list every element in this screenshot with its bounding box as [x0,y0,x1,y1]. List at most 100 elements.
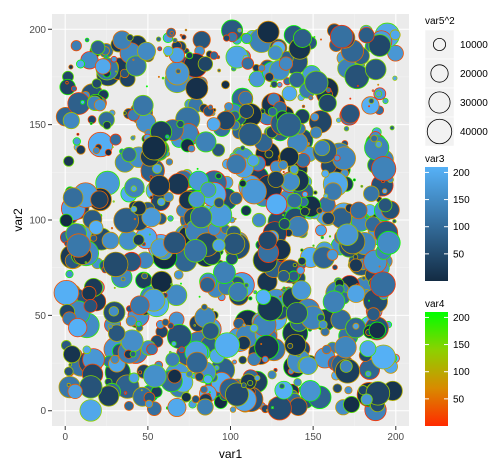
bubble-481 [237,27,243,33]
x-axis-title: var1 [219,447,243,461]
bubble-756 [322,290,346,313]
bubble-320 [161,76,165,80]
bubble-805 [260,342,263,345]
bubble-965 [240,382,247,389]
outline-colorbar-label-1: 100 [453,367,470,378]
bubble-940 [62,112,80,130]
bubble-587 [123,111,127,115]
bubble-857 [296,266,305,275]
bubble-687 [228,282,248,302]
bubble-547 [232,359,237,365]
bubble-255 [361,96,380,115]
bubble-843 [343,396,360,413]
bubble-772 [113,207,140,234]
bubble-589 [279,383,285,390]
bubble-886 [179,282,182,285]
bubble-993 [172,37,178,43]
bubble-906 [175,68,181,74]
bubble-645 [128,372,140,384]
bubble-344 [349,97,352,100]
bubble-869 [254,374,261,382]
bubble-723 [101,231,120,250]
y-tick-label-0: 0 [40,406,46,417]
bubble-966 [298,356,318,376]
outline-colorbar [425,312,448,426]
bubble-852 [108,306,120,317]
bubble-825 [284,333,307,356]
bubble-519 [247,352,261,366]
bubble-975 [206,117,221,132]
bubble-994 [276,112,302,138]
bubble-792 [215,172,222,180]
bubble-478 [288,71,305,88]
size-key-circle-2 [428,91,451,114]
bubble-813 [267,170,285,188]
bubble-939 [173,269,184,280]
bubble-840 [141,207,162,228]
bubble-952 [196,398,214,416]
x-tick-label-0: 0 [62,432,68,443]
bubble-904 [143,399,146,402]
bubble-862 [269,85,272,88]
bubble-438 [217,68,221,73]
bubble-910 [313,190,318,195]
bubble-976 [169,31,175,36]
bubble-750 [110,227,114,230]
size-legend: var5^2 10000 20000 30000 40000 [424,16,488,147]
bubble-339 [109,133,122,146]
bubble-667 [271,406,274,410]
bubble-890 [132,58,135,61]
bubble-946 [368,321,386,339]
bubble-585 [53,279,80,306]
size-key-box-2 [424,87,455,118]
bubble-997 [226,154,247,175]
bubble-564 [110,55,118,63]
bubble-767 [104,148,112,156]
bubble-669 [319,38,322,41]
bubble-622 [364,58,387,81]
bubble-683 [321,344,332,355]
bubble-783 [191,395,200,404]
bubble-876 [144,399,154,409]
size-key-circle-3 [426,118,453,145]
bubble-816 [64,366,74,377]
bubble-833 [120,276,126,282]
bubble-597 [310,112,320,122]
bubble-702 [371,89,375,92]
bubble-736 [90,234,98,242]
bubble-868 [70,40,82,52]
bubble-828 [187,144,196,153]
bubble-200 [251,212,267,228]
bubble-864 [80,99,85,105]
bubble-950 [247,154,260,167]
bubble-960 [370,134,378,143]
bubble-542 [356,84,359,87]
bubble-609 [157,197,166,207]
bubble-894 [149,195,154,200]
size-key-box-3 [424,116,455,147]
bubble-912 [335,117,342,123]
bubble-999 [176,119,185,129]
bubble-710 [112,200,115,203]
bubble-826 [83,298,98,313]
fill-colorbar-label-1: 100 [453,222,470,233]
bubble-941 [132,234,145,246]
bubble-613 [261,355,269,363]
bubble-979 [66,233,91,258]
bubble-991 [121,146,137,163]
bubble-942 [328,235,332,238]
bubble-232 [343,126,350,132]
bubble-512 [148,233,151,236]
bubble-867 [94,58,112,75]
bubble-803 [185,76,209,100]
bubble-160 [184,28,188,32]
bubble-895 [267,107,278,117]
bubble-818 [359,340,377,358]
bubble-786 [149,175,153,179]
bubble-640 [213,261,236,284]
bubble-851 [285,302,308,325]
fill-legend-title: var3 [425,154,445,165]
bubble-769 [238,122,263,147]
bubble-533 [76,132,80,136]
bubble-555 [79,399,102,422]
